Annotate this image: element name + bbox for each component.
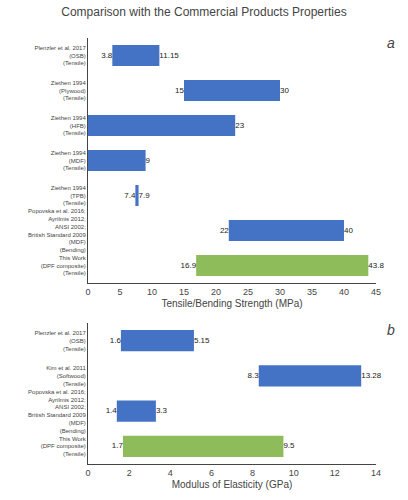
svg-text:Comparison with the Commercial: Comparison with the Commercial Products … — [61, 5, 346, 19]
svg-text:7.9: 7.9 — [139, 191, 151, 200]
svg-text:4: 4 — [168, 468, 173, 478]
svg-text:1.4: 1.4 — [106, 406, 118, 415]
svg-text:1.6: 1.6 — [110, 336, 122, 345]
svg-text:Plenzler et al. 2017(OSB)(Tens: Plenzler et al. 2017(OSB)(Tensile) — [34, 45, 86, 67]
svg-text:23: 23 — [235, 121, 244, 130]
svg-text:13.28: 13.28 — [361, 371, 382, 380]
svg-text:6: 6 — [209, 468, 214, 478]
svg-text:30: 30 — [275, 287, 285, 297]
svg-text:Ziethen 1994(Plywood)(Tensile): Ziethen 1994(Plywood)(Tensile) — [51, 80, 87, 102]
svg-text:40: 40 — [339, 287, 349, 297]
svg-text:7.4: 7.4 — [124, 191, 136, 200]
svg-text:Popovska et al. 2016;Ayrilmis: Popovska et al. 2016;Ayrilmis 2012;ANSI … — [28, 208, 86, 253]
svg-text:Plenzler et al. 2017(OSB)(Tens: Plenzler et al. 2017(OSB)(Tensile) — [34, 330, 86, 352]
svg-text:Popovska et al. 2016;Ayrilmis: Popovska et al. 2016;Ayrilmis 2012;ANSI … — [28, 389, 86, 434]
svg-text:15: 15 — [179, 287, 189, 297]
svg-text:14: 14 — [371, 468, 381, 478]
svg-text:Ziethen 1994(MDF)(Tensile): Ziethen 1994(MDF)(Tensile) — [51, 150, 87, 172]
svg-text:12: 12 — [330, 468, 340, 478]
svg-text:5.15: 5.15 — [194, 336, 210, 345]
svg-text:11.15: 11.15 — [159, 51, 179, 60]
svg-text:8: 8 — [250, 468, 255, 478]
svg-text:5: 5 — [117, 287, 122, 297]
svg-text:0: 0 — [85, 287, 90, 297]
svg-text:45: 45 — [371, 287, 381, 297]
svg-text:This Work(DPF composite)(Tensi: This Work(DPF composite)(Tensile) — [41, 255, 87, 277]
svg-text:Ziethen 1994(TPB)(Tensile): Ziethen 1994(TPB)(Tensile) — [51, 185, 87, 207]
svg-text:16.9: 16.9 — [181, 261, 197, 270]
svg-text:Kim et al. 2011(Softwood)(Tens: Kim et al. 2011(Softwood)(Tensile) — [46, 365, 86, 387]
svg-text:25: 25 — [243, 287, 253, 297]
svg-text:This Work(DPF composite)(Tensi: This Work(DPF composite)(Tensile) — [41, 436, 87, 458]
svg-text:30: 30 — [280, 86, 289, 95]
svg-text:43.8: 43.8 — [368, 261, 384, 270]
svg-text:3.8: 3.8 — [101, 51, 113, 60]
svg-text:22: 22 — [220, 226, 229, 235]
svg-text:9.5: 9.5 — [283, 441, 295, 450]
svg-text:8.3: 8.3 — [248, 371, 260, 380]
svg-text:35: 35 — [307, 287, 317, 297]
svg-text:Ziethen 1994(HFB)(Tensile): Ziethen 1994(HFB)(Tensile) — [51, 115, 87, 137]
svg-text:a: a — [387, 35, 395, 51]
svg-text:9: 9 — [146, 156, 151, 165]
svg-text:20: 20 — [211, 287, 221, 297]
svg-text:2: 2 — [127, 468, 132, 478]
svg-text:10: 10 — [289, 468, 299, 478]
svg-text:Modulus of Elasticity (GPa): Modulus of Elasticity (GPa) — [172, 479, 293, 490]
svg-text:Tensile/Bending Strength (MPa): Tensile/Bending Strength (MPa) — [161, 298, 302, 309]
svg-text:1.7: 1.7 — [112, 441, 124, 450]
svg-text:b: b — [387, 322, 395, 338]
svg-text:40: 40 — [344, 226, 353, 235]
svg-text:10: 10 — [147, 287, 157, 297]
svg-text:15: 15 — [175, 86, 184, 95]
svg-text:3.3: 3.3 — [156, 406, 168, 415]
svg-text:0: 0 — [85, 468, 90, 478]
